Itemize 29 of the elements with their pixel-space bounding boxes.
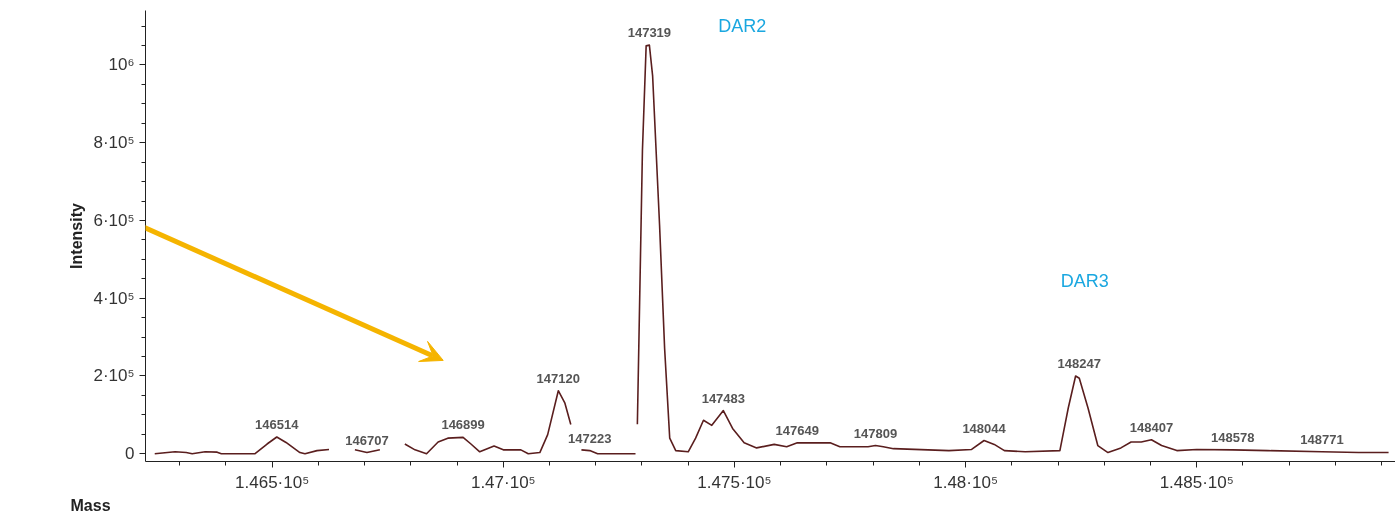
annotation: DAR2	[718, 16, 767, 37]
annotation: 147223	[568, 430, 612, 446]
annotation: 147649	[775, 422, 820, 438]
annotation: 146707	[345, 432, 389, 448]
y-tick-label: 10⁶	[108, 55, 135, 75]
x-tick-label: 1.465·10⁵	[235, 472, 310, 492]
x-tick-label: 1.475·10⁵	[697, 472, 772, 492]
y-axis-title: Intensity	[68, 203, 86, 269]
x-axis-title: Mass	[70, 496, 111, 513]
annotation: 148044	[962, 420, 1007, 436]
annotation: 146899	[441, 417, 485, 433]
annotation: 147319	[627, 25, 672, 41]
x-tick-label: 1.47·10⁵	[470, 472, 536, 492]
y-tick-label: 4·10⁵	[93, 288, 135, 308]
annotation: 146514	[255, 417, 300, 433]
annotation: 148771	[1300, 431, 1344, 447]
annotation: 148407	[1129, 419, 1174, 435]
annotation: DAR3	[1060, 270, 1109, 291]
y-tick-label: 8·10⁵	[93, 133, 135, 153]
y-tick-label: 6·10⁵	[93, 210, 135, 230]
y-tick-label: 0	[125, 444, 135, 464]
annotation: 147809	[853, 425, 898, 441]
annotation: 147483	[701, 390, 746, 406]
annotation: 148247	[1057, 355, 1101, 371]
x-tick-label: 1.48·10⁵	[933, 472, 998, 492]
x-tick-label: 1.485·10⁵	[1159, 472, 1234, 492]
y-tick-label: 2·10⁵	[93, 366, 135, 386]
annotation: 148578	[1211, 429, 1255, 445]
annotation: 147120	[536, 370, 581, 386]
